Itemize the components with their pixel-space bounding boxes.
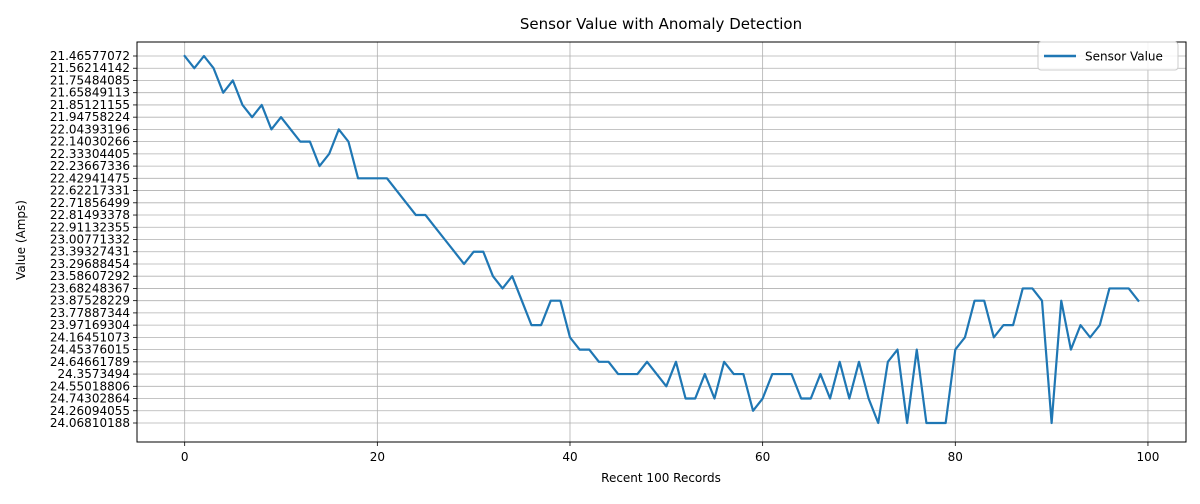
x-tick-label: 20 [370, 450, 385, 464]
y-tick-label: 23.29688454 [50, 257, 130, 271]
x-axis-label: Recent 100 Records [601, 471, 721, 485]
y-tick-label: 24.64661789 [50, 355, 130, 369]
y-tick-label: 23.87528229 [50, 294, 130, 308]
y-tick-label: 21.75484085 [50, 73, 130, 87]
y-tick-label: 21.85121155 [50, 98, 130, 112]
y-tick-label: 24.45376015 [50, 343, 130, 357]
x-tick-label: 40 [562, 450, 577, 464]
y-tick-label: 24.26094055 [50, 404, 130, 418]
y-tick-label: 24.55018806 [50, 379, 130, 393]
y-tick-label: 24.3573494 [57, 367, 130, 381]
y-tick-label: 24.06810188 [50, 416, 130, 430]
y-tick-label: 21.46577072 [50, 49, 130, 63]
y-axis-label: Value (Amps) [14, 200, 28, 280]
plot-frame [136, 41, 1187, 443]
y-tick-label: 22.04393196 [50, 122, 130, 136]
y-tick-label: 21.65849113 [50, 86, 130, 100]
x-axis-ticks: 0 20 40 60 80 100 [181, 442, 1159, 464]
legend: Sensor Value [1037, 41, 1179, 71]
legend-entry-sensor-value: Sensor Value [1085, 50, 1163, 64]
y-tick-label: 22.81493378 [50, 208, 130, 222]
y-tick-label: 22.71856499 [50, 196, 130, 210]
chart-title: Sensor Value with Anomaly Detection [520, 15, 802, 33]
x-tick-label: 60 [755, 450, 770, 464]
y-tick-label: 23.77887344 [50, 306, 130, 320]
legend-box [1037, 41, 1179, 71]
x-tick-label: 0 [181, 450, 189, 464]
y-tick-label: 23.68248367 [50, 281, 130, 295]
grid-lines [137, 42, 1186, 442]
y-tick-label: 21.56214142 [50, 61, 130, 75]
y-tick-label: 22.23667336 [50, 159, 130, 173]
x-tick-label: 100 [1136, 450, 1159, 464]
y-tick-label: 23.00771332 [50, 233, 130, 247]
y-tick-label: 22.14030266 [50, 135, 130, 149]
y-axis-ticks: 21.4657707221.5621414221.7548408521.6584… [50, 49, 137, 430]
y-tick-label: 24.74302864 [50, 392, 130, 406]
y-tick-label: 22.42941475 [50, 171, 130, 185]
x-tick-label: 80 [948, 450, 963, 464]
series-line-sensor-value [183, 54, 1140, 425]
y-tick-label: 21.94758224 [50, 110, 130, 124]
y-tick-label: 22.62217331 [50, 184, 130, 198]
y-tick-label: 23.58607292 [50, 269, 130, 283]
y-tick-label: 24.16451073 [50, 330, 130, 344]
y-tick-label: 22.91132355 [50, 220, 130, 234]
y-tick-label: 23.97169304 [50, 318, 130, 332]
series-layer [183, 54, 1140, 425]
y-tick-label: 22.33304405 [50, 147, 130, 161]
y-tick-label: 23.39327431 [50, 245, 130, 259]
